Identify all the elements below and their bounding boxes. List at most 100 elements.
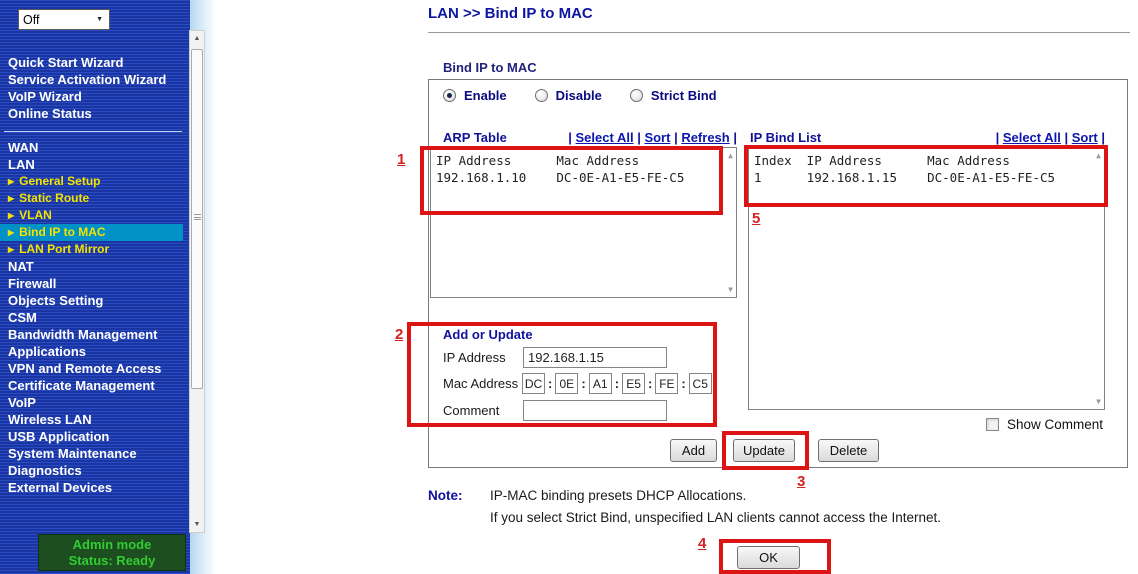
sidebar-item-service-activation-wizard[interactable]: Service Activation Wizard [8, 72, 167, 87]
sidebar-item-certificate-management[interactable]: Certificate Management [0, 377, 186, 394]
radio-button-icon[interactable] [629, 89, 643, 102]
radio-button-icon[interactable] [534, 89, 548, 102]
link-select-all[interactable]: Select All [1002, 130, 1061, 145]
link-separator: | [1101, 130, 1105, 145]
add-button[interactable]: Add [670, 439, 717, 462]
scrollbar-thumb[interactable] [191, 49, 203, 389]
sidebar-item-usb-application[interactable]: USB Application [0, 428, 186, 445]
link-separator: | [1064, 130, 1072, 145]
mac-octet-2[interactable] [555, 373, 579, 394]
sidebar-item-online-status[interactable]: Online Status [8, 106, 92, 121]
scroll-down-icon[interactable]: ▼ [1096, 397, 1101, 406]
sidebar-item-label: Applications [8, 344, 87, 359]
delete-button[interactable]: Delete [818, 439, 879, 462]
sidebar-item-wan[interactable]: WAN [0, 139, 186, 156]
ip-bind-list-links: | Select All | Sort | [748, 130, 1105, 145]
status-box: Admin mode Status: Ready [38, 534, 186, 571]
arp-table-title: ARP Table [443, 130, 507, 145]
sidebar-item-voip-wizard[interactable]: VoIP Wizard [8, 89, 82, 104]
ip-bind-listbox[interactable]: Index IP Address Mac Address 1 192.168.1… [748, 147, 1105, 410]
mac-address-inputs: ::::: [522, 373, 712, 394]
sidebar-item-applications[interactable]: Applications [0, 343, 186, 360]
sidebar-item-label: Static Route [19, 191, 90, 205]
mac-address-label: Mac Address [443, 376, 519, 391]
add-or-update-title: Add or Update [443, 327, 533, 342]
scroll-up-icon[interactable]: ▲ [728, 151, 733, 160]
link-separator: | [733, 130, 737, 145]
annotation-number-1: 1 [397, 151, 406, 168]
sidebar-item-label: LAN [8, 157, 35, 172]
sidebar-item-label: WAN [8, 140, 39, 155]
sidebar-item-vlan[interactable]: ▶ VLAN [0, 207, 186, 224]
header-rule [428, 32, 1130, 33]
mode-radio-group: Enable Disable Strict Bind [443, 88, 717, 103]
scroll-up-icon[interactable]: ▲ [1096, 151, 1101, 160]
ok-button[interactable]: OK [737, 546, 800, 569]
sidebar-dropdown[interactable]: Off ▼ [18, 9, 110, 30]
annotation-number-5: 5 [752, 210, 761, 227]
sidebar-item-label: VLAN [19, 208, 52, 222]
mac-octet-1[interactable] [522, 373, 545, 394]
sidebar-scrollbar[interactable]: ▲ ▼ [189, 30, 205, 533]
sidebar: Off ▼ Quick Start Wizard Service Activati… [0, 0, 190, 574]
sidebar-item-label: Wireless LAN [8, 412, 92, 427]
sidebar-item-label: VoIP [8, 395, 36, 410]
show-comment-option[interactable]: Show Comment [986, 417, 1103, 432]
link-refresh[interactable]: Refresh [681, 130, 730, 145]
comment-input[interactable] [523, 400, 667, 421]
sidebar-item-firewall[interactable]: Firewall [0, 275, 186, 292]
link-select-all[interactable]: Select All [575, 130, 634, 145]
bind-rows: Index IP Address Mac Address 1 192.168.1… [754, 153, 1056, 185]
sidebar-item-objects-setting[interactable]: Objects Setting [0, 292, 186, 309]
link-sort[interactable]: Sort [644, 130, 671, 145]
sidebar-item-quick-start-wizard[interactable]: Quick Start Wizard [8, 55, 124, 70]
sidebar-item-csm[interactable]: CSM [0, 309, 186, 326]
note-label: Note: [428, 488, 463, 503]
sidebar-item-diagnostics[interactable]: Diagnostics [0, 462, 186, 479]
sidebar-item-vpn-and-remote-access[interactable]: VPN and Remote Access [0, 360, 186, 377]
annotation-number-3: 3 [797, 473, 806, 490]
sidebar-item-lan[interactable]: LAN [0, 156, 186, 173]
sidebar-item-voip[interactable]: VoIP [0, 394, 186, 411]
mac-octet-5[interactable] [655, 373, 679, 394]
ip-address-label: IP Address [443, 350, 506, 365]
triangle-bullet-icon: ▶ [8, 228, 15, 237]
chevron-down-icon: ▼ [96, 16, 103, 23]
show-comment-label: Show Comment [1007, 417, 1104, 432]
mac-colon: : [581, 376, 586, 391]
mac-octet-6[interactable] [688, 373, 712, 394]
sidebar-item-external-devices[interactable]: External Devices [0, 479, 186, 496]
annotation-number-2: 2 [395, 326, 404, 343]
sidebar-item-nat[interactable]: NAT [0, 258, 186, 275]
sidebar-item-label: Bind IP to MAC [19, 225, 106, 239]
arp-rows: IP Address Mac Address 192.168.1.10 DC-0… [436, 153, 685, 185]
radio-button-icon[interactable] [443, 89, 456, 102]
radio-strict-bind[interactable]: Strict Bind [629, 88, 717, 103]
triangle-bullet-icon: ▶ [8, 245, 15, 254]
scroll-down-icon[interactable]: ▼ [728, 285, 733, 294]
sidebar-item-bandwidth-management[interactable]: Bandwidth Management [0, 326, 186, 343]
triangle-bullet-icon: ▶ [8, 211, 15, 220]
sidebar-item-system-maintenance[interactable]: System Maintenance [0, 445, 186, 462]
sidebar-item-bind-ip-to-mac[interactable]: ▶ Bind IP to MAC [0, 224, 183, 241]
update-button[interactable]: Update [733, 439, 795, 462]
note-line-2: If you select Strict Bind, unspecified L… [490, 510, 941, 525]
sidebar-item-general-setup[interactable]: ▶ General Setup [0, 173, 186, 190]
radio-disable[interactable]: Disable [534, 88, 602, 103]
breadcrumb: LAN >> Bind IP to MAC [428, 5, 593, 22]
sidebar-item-static-route[interactable]: ▶ Static Route [0, 190, 186, 207]
status-mode: Admin mode [72, 537, 152, 552]
radio-enable[interactable]: Enable [443, 88, 507, 103]
sidebar-item-wireless-lan[interactable]: Wireless LAN [0, 411, 186, 428]
scrollbar-grip [194, 214, 201, 220]
arp-table-links: | Select All | Sort | Refresh | [430, 130, 737, 145]
ip-address-input[interactable] [523, 347, 667, 368]
show-comment-checkbox[interactable] [986, 418, 999, 431]
mac-octet-4[interactable] [622, 373, 646, 394]
sidebar-item-lan-port-mirror[interactable]: ▶ LAN Port Mirror [0, 241, 186, 258]
arp-table-listbox[interactable]: IP Address Mac Address 192.168.1.10 DC-0… [430, 147, 737, 298]
scroll-up-icon[interactable]: ▲ [193, 35, 201, 42]
link-sort[interactable]: Sort [1071, 130, 1098, 145]
mac-octet-3[interactable] [588, 373, 612, 394]
scroll-down-icon[interactable]: ▼ [193, 521, 201, 528]
